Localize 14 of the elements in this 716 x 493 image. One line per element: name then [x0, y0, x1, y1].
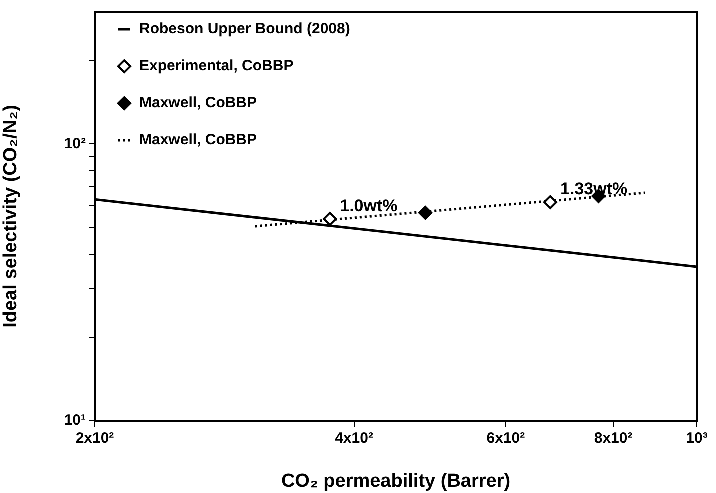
y-axis-title: Ideal selectivity (CO₂/N₂) — [0, 105, 22, 328]
y-tick-label: 10² — [64, 135, 86, 152]
legend-label: Experimental, CoBBP — [140, 58, 294, 75]
legend-label: Robeson Upper Bound (2008) — [140, 20, 350, 38]
x-tick-label: 2x10² — [76, 430, 114, 448]
x-tick-label: 6x10² — [486, 430, 526, 448]
x-tick-label: 10³ — [686, 430, 708, 448]
x-axis-title: CO₂ permeability (Barrer) — [281, 470, 511, 492]
legend-label: Maxwell, CoBBP — [140, 132, 258, 149]
x-tick-label: 8x10² — [594, 430, 633, 448]
annotation: 1.0wt% — [340, 196, 398, 216]
legend-label: Maxwell, CoBBP — [140, 94, 258, 112]
y-tick-label: 10¹ — [64, 412, 86, 430]
x-tick-label: 4x10² — [335, 430, 374, 448]
